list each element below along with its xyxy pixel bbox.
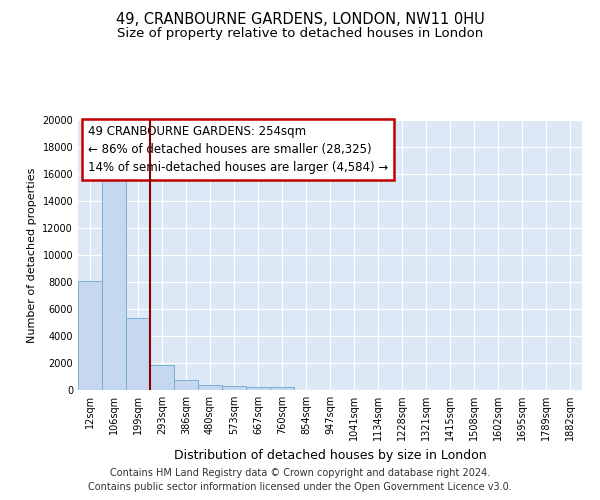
Bar [102, 167, 126, 390]
Bar [270, 388, 294, 390]
Bar [174, 380, 198, 390]
Bar [150, 365, 174, 390]
Bar [78, 280, 102, 390]
Text: 49 CRANBOURNE GARDENS: 254sqm
← 86% of detached houses are smaller (28,325)
14% : 49 CRANBOURNE GARDENS: 254sqm ← 86% of d… [88, 126, 388, 174]
Bar [246, 387, 270, 390]
Text: Size of property relative to detached houses in London: Size of property relative to detached ho… [117, 28, 483, 40]
Bar [126, 318, 150, 390]
Text: Contains HM Land Registry data © Crown copyright and database right 2024.: Contains HM Land Registry data © Crown c… [110, 468, 490, 477]
Y-axis label: Number of detached properties: Number of detached properties [27, 168, 37, 342]
Bar [198, 386, 222, 390]
Bar [222, 386, 246, 390]
Text: 49, CRANBOURNE GARDENS, LONDON, NW11 0HU: 49, CRANBOURNE GARDENS, LONDON, NW11 0HU [116, 12, 484, 28]
Text: Contains public sector information licensed under the Open Government Licence v3: Contains public sector information licen… [88, 482, 512, 492]
X-axis label: Distribution of detached houses by size in London: Distribution of detached houses by size … [173, 448, 487, 462]
